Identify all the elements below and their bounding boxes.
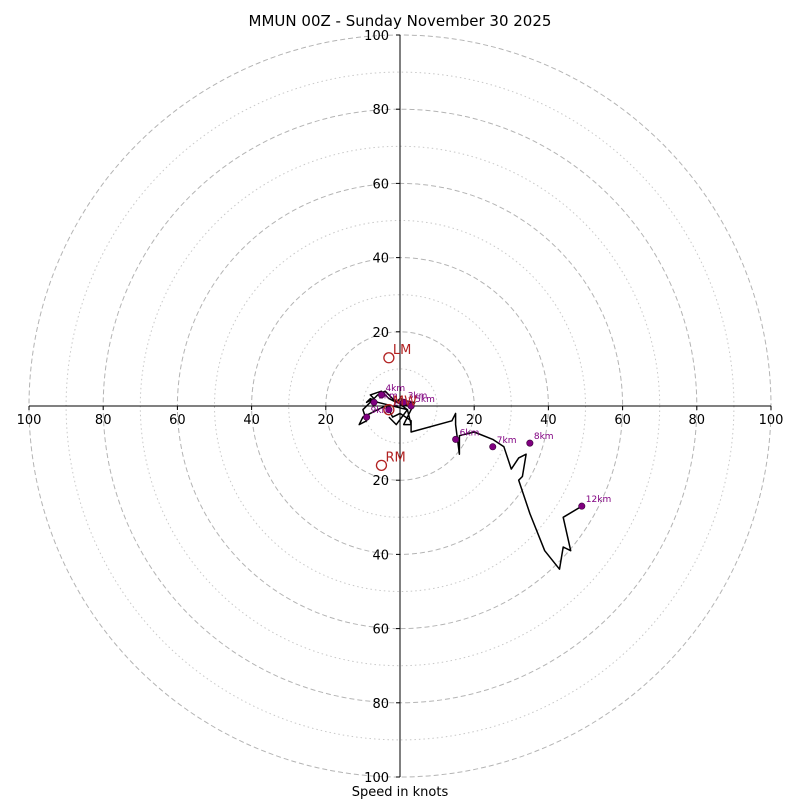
- chart-title: MMUN 00Z - Sunday November 30 2025: [249, 12, 552, 30]
- storm-motion-label: MW: [393, 395, 417, 410]
- height-markers: 1km2km3km4km5km6km7km8km12km9km: [363, 384, 611, 510]
- x-tick-label: 100: [17, 413, 42, 428]
- y-tick-label: 40: [372, 548, 389, 563]
- y-tick-label: 100: [364, 771, 389, 786]
- height-marker-dot: [363, 413, 371, 421]
- height-marker-12km: 12km: [578, 495, 611, 510]
- x-tick-label: 80: [689, 413, 706, 428]
- x-tick-label: 80: [95, 413, 112, 428]
- height-marker-dot: [452, 435, 460, 443]
- hodograph-line: [358, 390, 583, 570]
- height-marker-8km: 8km: [526, 432, 554, 447]
- y-tick-label: 20: [372, 326, 389, 341]
- y-tick-label: 40: [372, 252, 389, 267]
- height-marker-7km: 7km: [489, 436, 517, 451]
- y-tick-label: 80: [372, 103, 389, 118]
- height-marker-label: 5km: [415, 395, 435, 405]
- x-axis-label: Speed in knots: [352, 785, 449, 800]
- storm-motion-marker: [375, 459, 388, 472]
- height-marker-dot: [407, 402, 415, 410]
- height-marker-1km: 1km: [370, 391, 398, 406]
- height-marker-dot: [489, 443, 497, 451]
- storm-motion-label: LM: [393, 343, 411, 358]
- storm-motion-lm: LM: [383, 343, 411, 364]
- axes: [28, 34, 772, 778]
- x-tick-label: 100: [759, 413, 784, 428]
- y-tick-label: 20: [372, 474, 389, 489]
- storm-motion-label: RM: [385, 450, 405, 465]
- height-marker-label: 12km: [586, 495, 611, 505]
- x-tick-label: 20: [466, 413, 483, 428]
- height-marker-dot: [377, 391, 385, 399]
- storm-motion-markers: LM RM MW: [375, 343, 417, 472]
- height-marker-label: 4km: [385, 384, 405, 394]
- storm-motion-rm: RM: [375, 450, 406, 472]
- y-tick-label: 60: [372, 623, 389, 638]
- height-marker-label: 9km: [371, 406, 391, 416]
- height-marker-dot: [526, 439, 534, 447]
- storm-motion-mw: MW: [383, 395, 417, 416]
- x-tick-label: 40: [243, 413, 260, 428]
- height-marker-dot: [370, 398, 378, 406]
- storm-motion-marker: [383, 404, 395, 416]
- height-marker-dot: [400, 398, 408, 406]
- height-marker-9km: 9km: [363, 406, 391, 421]
- x-tick-label: 60: [169, 413, 186, 428]
- hodograph-trace: [358, 390, 583, 570]
- height-marker-label: 8km: [534, 432, 554, 442]
- height-marker-dot: [385, 406, 393, 414]
- height-marker-5km: 5km: [407, 395, 435, 410]
- height-marker-dot: [578, 502, 586, 510]
- height-marker-6km: 6km: [452, 428, 480, 443]
- x-tick-label: 40: [540, 413, 557, 428]
- height-marker-label: 3km: [408, 391, 428, 401]
- y-tick-label: 80: [372, 697, 389, 712]
- storm-motion-marker: [383, 352, 395, 364]
- y-tick-label: 60: [372, 177, 389, 192]
- y-tick-label: 100: [364, 29, 389, 44]
- height-marker-4km: 4km: [377, 384, 405, 399]
- height-marker-3km: 3km: [400, 391, 428, 406]
- height-marker-label: 1km: [378, 391, 398, 401]
- x-tick-label: 60: [614, 413, 631, 428]
- x-tick-label: 20: [318, 413, 335, 428]
- tick-labels: 100 80 60 40 20 20 40 60 80 100 100 80 60 40 20 20 40 60 8…: [17, 29, 784, 786]
- height-marker-label: 7km: [497, 436, 517, 446]
- height-marker-label: 6km: [460, 428, 480, 438]
